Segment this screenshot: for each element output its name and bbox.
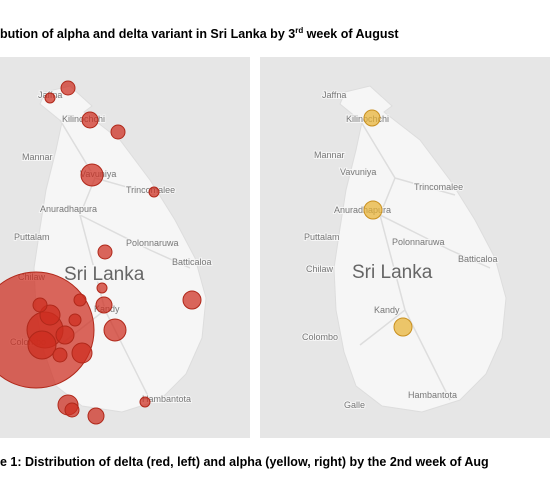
place-label: Hambantota bbox=[408, 390, 457, 400]
bubble bbox=[87, 407, 105, 425]
place-label: Vavuniya bbox=[340, 167, 376, 177]
bubble bbox=[64, 402, 80, 418]
right-map: JaffnaKilinochchiMannarVavuniyaTrincomal… bbox=[260, 57, 550, 438]
bubble bbox=[103, 318, 127, 342]
place-label: Polonnaruwa bbox=[392, 237, 445, 247]
country-label: Sri Lanka bbox=[352, 262, 433, 283]
bubble bbox=[139, 396, 151, 408]
place-label: Batticaloa bbox=[172, 257, 212, 267]
bubble bbox=[80, 163, 104, 187]
bubble bbox=[52, 347, 68, 363]
figure-title: bution of alpha and delta variant in Sri… bbox=[0, 26, 399, 41]
bubble bbox=[71, 342, 93, 364]
place-label: Colombo bbox=[302, 332, 338, 342]
title-text: bution of alpha and delta variant in Sri… bbox=[0, 27, 295, 41]
bubble bbox=[148, 186, 160, 198]
place-label: Chilaw bbox=[306, 264, 334, 274]
place-label: Mannar bbox=[314, 150, 345, 160]
bubble bbox=[32, 297, 48, 313]
place-label: Puttalam bbox=[14, 232, 50, 242]
bubble bbox=[96, 282, 108, 294]
bubble bbox=[363, 200, 383, 220]
bubble bbox=[97, 244, 113, 260]
title-rest: week of August bbox=[303, 27, 399, 41]
bubble bbox=[182, 290, 202, 310]
bubble bbox=[60, 80, 76, 96]
left-map: JaffnaKilinochchiMannarVavuniyaTrincomal… bbox=[0, 57, 250, 438]
place-label: Hambantota bbox=[142, 394, 191, 404]
place-label: Mannar bbox=[22, 152, 53, 162]
bubble bbox=[73, 293, 87, 307]
place-label: Galle bbox=[344, 400, 365, 410]
place-label: Polonnaruwa bbox=[126, 238, 179, 248]
place-label: Puttalam bbox=[304, 232, 340, 242]
figure-caption: e 1: Distribution of delta (red, left) a… bbox=[0, 455, 489, 469]
country-label: Sri Lanka bbox=[64, 264, 145, 285]
road bbox=[59, 119, 191, 401]
bubble bbox=[95, 296, 113, 314]
bubble bbox=[363, 109, 381, 127]
place-label: Anuradhapura bbox=[40, 204, 97, 214]
bubble bbox=[68, 313, 82, 327]
bubble bbox=[55, 325, 75, 345]
bubble bbox=[81, 111, 99, 129]
place-label: Jaffna bbox=[322, 90, 346, 100]
place-label: Trincomalee bbox=[414, 182, 463, 192]
place-label: Kandy bbox=[374, 305, 400, 315]
bubble bbox=[44, 92, 56, 104]
bubble bbox=[110, 124, 126, 140]
bubble bbox=[393, 317, 413, 337]
title-superscript: rd bbox=[295, 26, 303, 35]
island bbox=[333, 85, 507, 413]
place-label: Batticaloa bbox=[458, 254, 498, 264]
bubble bbox=[27, 330, 57, 360]
